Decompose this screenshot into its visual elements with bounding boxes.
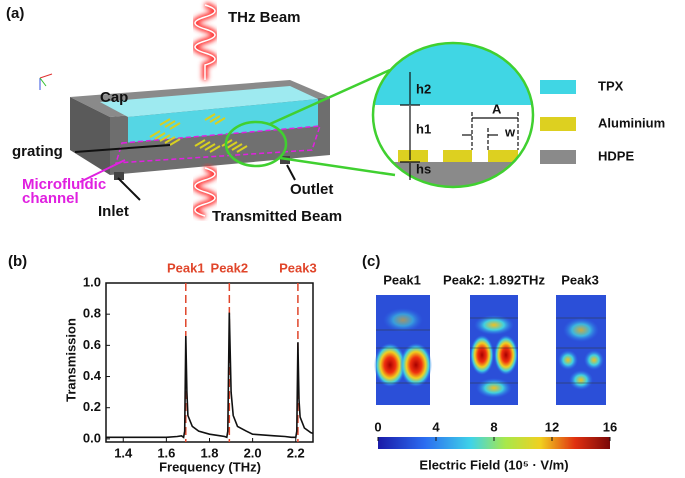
y-tick-label: 1.0 [83,274,101,289]
dim-label: h1 [416,121,431,136]
colorbar-tick-label: 16 [603,419,617,434]
legend-label: TPX [598,78,624,93]
colorbar-label: Electric Field (10⁵ · V/m) [419,457,568,472]
map-title: Peak3 [561,272,599,287]
x-axis-label: Frequency (THz) [159,459,261,474]
x-tick-label: 2.0 [244,445,262,460]
field-map [374,295,432,405]
legend-label: Aluminium [598,115,665,130]
dim-label: hs [416,161,431,176]
y-tick-label: 0.0 [83,430,101,445]
y-tick-label: 0.6 [83,337,101,352]
dim-label: h2 [416,81,431,96]
field-map [470,295,518,405]
inset [370,40,540,192]
panel-label: (c) [362,253,380,270]
y-axis-label: Transmission [63,318,78,402]
map-title: Peak2: 1.892THz [443,272,545,287]
cap-label: Cap [100,89,128,106]
legend-label: HDPE [598,148,634,163]
panel-label: (a) [6,5,24,22]
channel-label: channel [22,190,79,207]
peak-label: Peak3 [279,260,317,275]
panel-b: (b) Frequency (THz) Transmission 1.4 1.6 1… [8,253,317,474]
outlet-label: Outlet [290,181,333,198]
x-tick-label: 2.2 [287,445,305,460]
grating-label: grating [12,143,63,160]
figure: (a) THz Beam Cap grating Microfl [0,0,685,478]
x-tick-label: 1.8 [200,445,218,460]
legend-swatch [540,80,576,94]
colorbar-tick-label: 12 [545,419,559,434]
y-tick-label: 0.4 [83,368,102,383]
dim-label: A [492,101,502,116]
pointer [287,165,295,180]
colorbar-tick-label: 8 [490,419,497,434]
x-tick-label: 1.6 [157,445,175,460]
inlet-label: Inlet [98,203,129,220]
y-tick-label: 0.8 [83,306,101,321]
dim-label: w [504,124,516,139]
peak-label: Peak2 [211,260,249,275]
map-title: Peak1 [383,272,421,287]
peak-label: Peak1 [167,260,205,275]
legend-swatch [540,117,576,131]
y-tick-label: 0.2 [83,399,101,414]
beam-label: Transmitted Beam [212,208,342,225]
colorbar-tick-label: 4 [432,419,440,434]
pointer [118,178,140,200]
panel-a: (a) THz Beam Cap grating Microfl [6,5,665,225]
beam-label: THz Beam [228,9,301,26]
legend-swatch [540,150,576,164]
x-tick-label: 1.4 [114,445,133,460]
field-map [556,295,606,405]
zoom-line [280,158,395,175]
axis-triad [40,74,52,90]
colorbar-tick-label: 0 [374,419,381,434]
plot-frame [106,283,313,442]
panel-label: (b) [8,253,27,270]
panel-c: (c) Peak1 Peak2: 1.892THz Peak3 Electric… [362,253,617,472]
transmission-line [106,313,313,438]
